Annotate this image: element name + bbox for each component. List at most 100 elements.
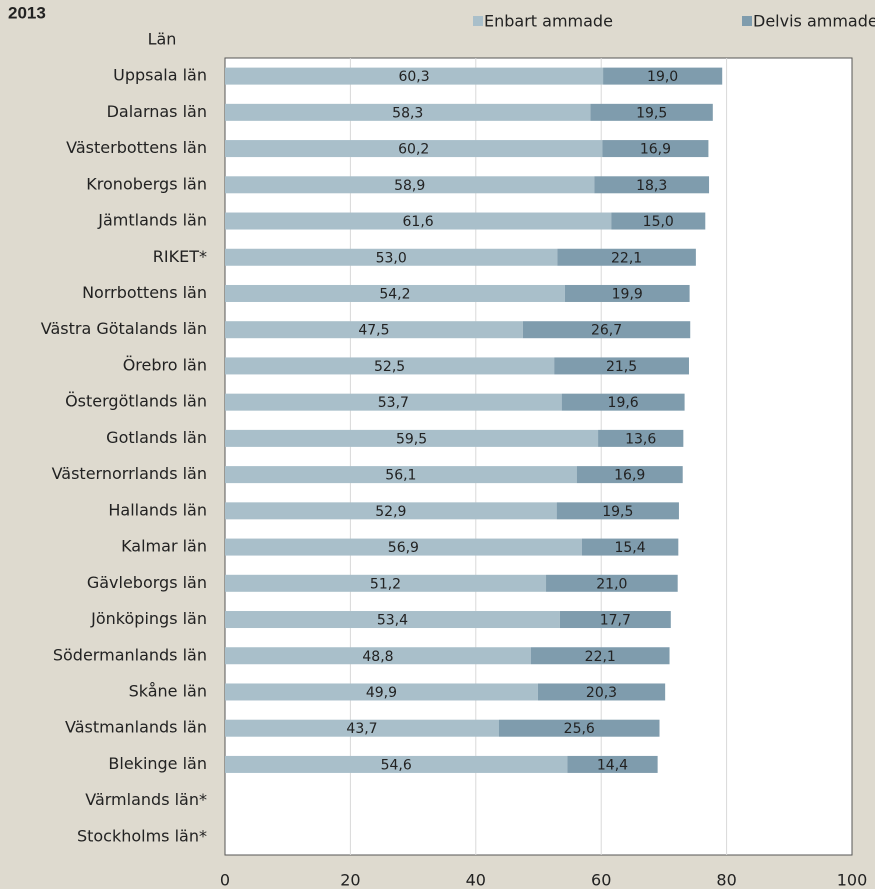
data-label: 16,9 — [640, 142, 671, 158]
bar-segment — [537, 683, 666, 701]
data-label: 26,7 — [591, 323, 622, 339]
bar-segment — [554, 357, 689, 375]
y-tick-label: Skåne län — [129, 681, 207, 700]
x-tick-label: 60 — [591, 871, 611, 889]
data-label: 18,3 — [636, 178, 667, 194]
bar-segment — [564, 284, 690, 302]
y-tick-label: Västmanlands län — [65, 718, 207, 737]
bar-segment — [498, 719, 660, 737]
data-label: 13,6 — [625, 431, 656, 447]
data-label: 56,1 — [385, 468, 416, 484]
bar-segment — [225, 140, 603, 158]
data-label: 51,2 — [370, 576, 401, 592]
bar-segment — [611, 212, 706, 230]
data-label: 25,6 — [564, 721, 595, 737]
data-label: 19,5 — [636, 105, 667, 121]
bar-segment — [225, 67, 604, 85]
data-label: 15,4 — [614, 540, 645, 556]
legend-label: Delvis ammade — [753, 12, 875, 31]
y-tick-label: Västerbottens län — [66, 138, 207, 157]
legend-swatch — [473, 16, 483, 26]
bar-segment — [567, 755, 658, 773]
data-label: 61,6 — [403, 214, 434, 230]
y-tick-label: Jämtlands län — [97, 211, 207, 230]
data-label: 16,9 — [614, 468, 645, 484]
y-tick-label: Blekinge län — [108, 754, 207, 773]
y-tick-label: Gotlands län — [106, 428, 207, 447]
bar-segment — [581, 538, 679, 556]
y-tick-label: Jönköpings län — [90, 609, 207, 628]
y-axis-label: Län — [148, 30, 177, 49]
bar-segment — [556, 502, 679, 520]
y-tick-label: Östergötlands län — [65, 392, 207, 411]
data-label: 19,6 — [608, 395, 639, 411]
bar-segment — [546, 574, 678, 592]
data-label: 49,9 — [366, 685, 397, 701]
x-tick-label: 20 — [340, 871, 360, 889]
bar-segment — [225, 103, 591, 121]
data-label: 22,1 — [585, 649, 616, 665]
bar-segment — [225, 393, 562, 411]
bar-segment — [225, 538, 582, 556]
legend-label: Enbart ammade — [484, 12, 613, 31]
data-label: 58,3 — [392, 105, 423, 121]
bar-segment — [522, 321, 691, 339]
bar-segment — [559, 611, 671, 629]
bar-segment — [561, 393, 685, 411]
data-label: 17,7 — [600, 613, 631, 629]
x-tick-label: 100 — [837, 871, 868, 889]
data-label: 47,5 — [358, 323, 389, 339]
bar-segment — [225, 683, 538, 701]
data-label: 52,5 — [374, 359, 405, 375]
data-label: 54,6 — [381, 757, 412, 773]
bar-segment — [602, 140, 709, 158]
bar-segment — [557, 248, 696, 266]
data-label: 22,1 — [611, 250, 642, 266]
bar-segment — [225, 429, 599, 447]
data-label: 19,5 — [602, 504, 633, 520]
bar-segment — [225, 755, 568, 773]
y-tick-label: Västra Götalands län — [41, 319, 207, 338]
data-label: 14,4 — [597, 757, 628, 773]
data-label: 20,3 — [586, 685, 617, 701]
y-tick-label: Kalmar län — [121, 537, 207, 556]
data-label: 21,0 — [596, 576, 627, 592]
data-label: 59,5 — [396, 431, 427, 447]
bar-segment — [225, 574, 547, 592]
data-label: 53,7 — [378, 395, 409, 411]
data-label: 21,5 — [606, 359, 637, 375]
data-label: 53,0 — [376, 250, 407, 266]
y-tick-label: RIKET* — [153, 247, 207, 266]
x-tick-label: 80 — [716, 871, 736, 889]
y-tick-label: Uppsala län — [113, 66, 207, 85]
y-tick-label: Örebro län — [123, 355, 207, 374]
bar-segment — [594, 176, 710, 194]
bar-segment — [225, 502, 557, 520]
data-label: 48,8 — [362, 649, 393, 665]
data-label: 54,2 — [379, 286, 410, 302]
x-tick-label: 0 — [220, 871, 230, 889]
bar-segment — [576, 466, 683, 484]
data-label: 58,9 — [394, 178, 425, 194]
y-tick-label: Kronobergs län — [86, 174, 207, 193]
data-label: 60,3 — [398, 69, 429, 85]
bar-segment — [603, 67, 723, 85]
y-tick-label: Dalarnas län — [107, 102, 207, 121]
bar-segment — [225, 248, 558, 266]
bar-segment — [590, 103, 713, 121]
y-tick-label: Värmlands län* — [85, 790, 207, 809]
legend-swatch — [742, 16, 752, 26]
y-tick-label: Stockholms län* — [77, 826, 207, 845]
bar-segment — [225, 357, 555, 375]
x-tick-label: 40 — [466, 871, 486, 889]
data-label: 15,0 — [643, 214, 674, 230]
bar-segment — [225, 719, 499, 737]
data-label: 53,4 — [377, 613, 408, 629]
data-label: 43,7 — [346, 721, 377, 737]
data-label: 56,9 — [388, 540, 419, 556]
bar-segment — [225, 176, 595, 194]
y-tick-label: Södermanlands län — [53, 645, 207, 664]
y-tick-label: Norrbottens län — [82, 283, 207, 302]
